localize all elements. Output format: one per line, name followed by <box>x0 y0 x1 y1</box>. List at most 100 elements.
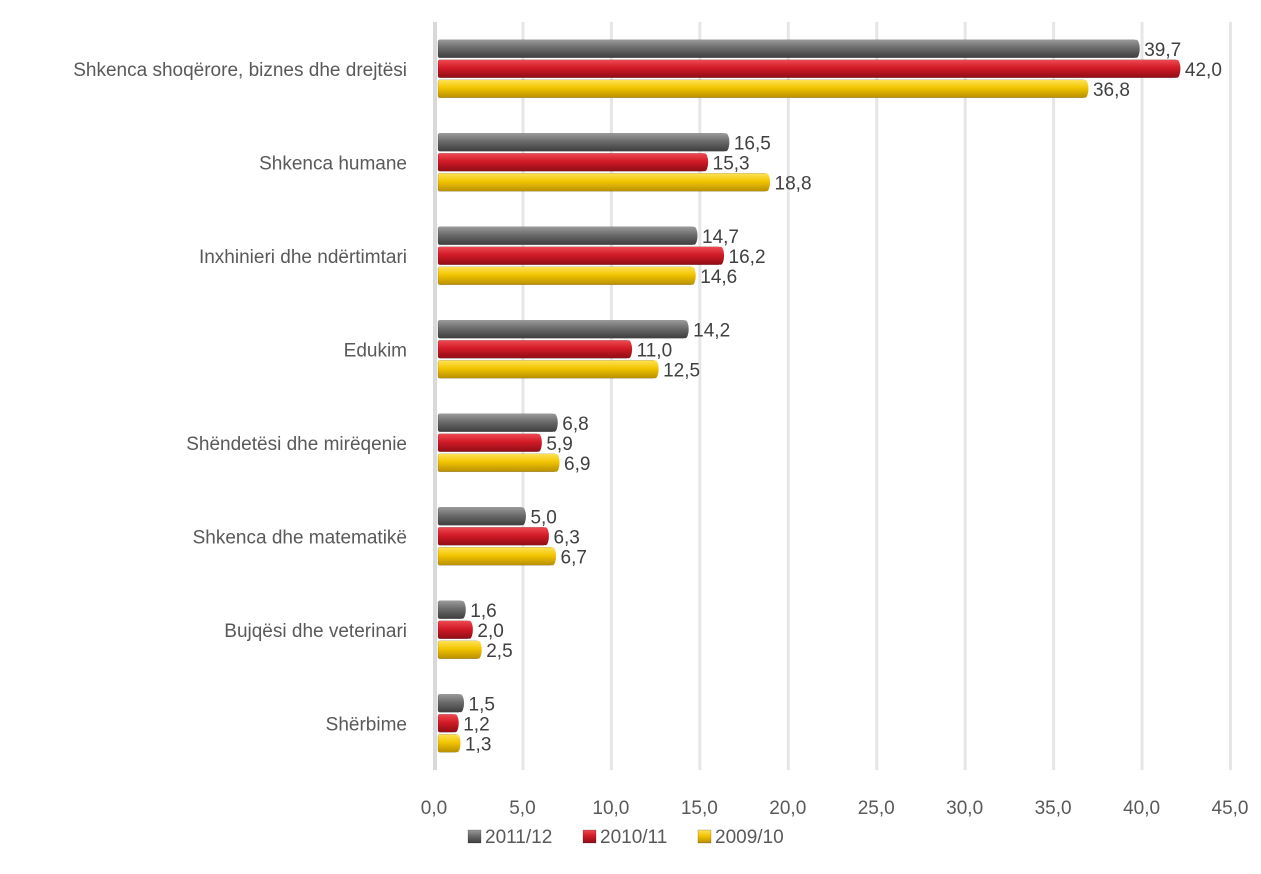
gridline <box>963 22 967 770</box>
data-label: 6,8 <box>562 414 588 435</box>
data-label: 1,5 <box>469 694 495 715</box>
gridline <box>698 22 702 770</box>
bar-2009-10 <box>437 172 767 192</box>
gridline <box>521 22 525 770</box>
bar-2010-11 <box>437 526 546 546</box>
category-label: Shkenca shoqërore, biznes dhe drejtësi <box>73 60 407 81</box>
x-tick-label: 45,0 <box>1212 798 1249 819</box>
bar-end-cap <box>458 600 466 619</box>
x-tick-label: 0,0 <box>421 798 447 819</box>
bar-2010-11 <box>437 246 721 266</box>
data-label: 1,2 <box>463 714 489 735</box>
legend-swatch <box>467 829 482 844</box>
bar-end-cap <box>1173 59 1181 78</box>
data-label: 16,5 <box>734 133 771 154</box>
bar-end-cap <box>722 133 730 152</box>
bar-2009-10 <box>437 359 656 379</box>
category-label: Shkenca humane <box>259 153 407 174</box>
gridline <box>786 22 790 770</box>
bar-end-cap <box>534 433 542 452</box>
bar-2011-12 <box>437 226 695 246</box>
bar-2009-10 <box>437 79 1086 99</box>
x-tick-label: 40,0 <box>1123 798 1160 819</box>
bar-2010-11 <box>437 433 539 453</box>
data-label: 1,3 <box>465 734 491 755</box>
bar-end-cap <box>690 226 698 245</box>
bar-end-cap <box>474 640 482 659</box>
bar-end-cap <box>625 340 633 359</box>
category-label: Shërbime <box>326 714 407 735</box>
legend-swatch <box>697 829 712 844</box>
bar-end-cap <box>541 527 549 546</box>
category-label: Inxhinieri dhe ndërtimtari <box>199 247 407 268</box>
bar-end-cap <box>552 453 560 472</box>
bar-end-cap <box>717 246 725 265</box>
bar-end-cap <box>701 153 709 172</box>
bar-end-cap <box>1081 79 1089 98</box>
data-label: 2,5 <box>486 641 512 662</box>
bar-end-cap <box>453 734 461 753</box>
gridline <box>1229 22 1232 770</box>
data-label: 14,6 <box>700 267 737 288</box>
bar-2011-12 <box>437 600 463 620</box>
gridline <box>1052 22 1056 770</box>
bar-2011-12 <box>437 132 727 152</box>
bar-2010-11 <box>437 339 629 359</box>
bar-end-cap <box>681 320 689 339</box>
bar-end-cap <box>457 694 465 713</box>
data-label: 5,0 <box>530 507 556 528</box>
category-label: Shëndetësi dhe mirëqenie <box>186 434 407 455</box>
category-label: Shkenca dhe matematikë <box>193 527 407 548</box>
data-label: 36,8 <box>1093 80 1130 101</box>
category-label: Edukim <box>344 340 407 361</box>
bar-2010-11 <box>437 152 705 172</box>
category-label: Bujqësi dhe veterinari <box>224 621 407 642</box>
x-tick-label: 20,0 <box>769 798 806 819</box>
bar-end-cap <box>1132 39 1140 58</box>
x-tick-label: 25,0 <box>858 798 895 819</box>
bar-2009-10 <box>437 640 479 660</box>
gridline <box>875 22 879 770</box>
bar-end-cap <box>549 547 557 566</box>
bar-2010-11 <box>437 620 470 640</box>
bar-2010-11 <box>437 59 1178 79</box>
data-label: 15,3 <box>713 153 750 174</box>
data-label: 6,3 <box>553 527 579 548</box>
bar-end-cap <box>465 620 473 639</box>
bar-end-cap <box>550 413 558 432</box>
axis-line <box>433 22 437 770</box>
bar-end-cap <box>451 714 459 733</box>
x-tick-label: 5,0 <box>509 798 535 819</box>
data-label: 16,2 <box>729 247 766 268</box>
legend-label: 2009/10 <box>715 827 784 848</box>
bar-end-cap <box>688 266 696 285</box>
x-tick-label: 15,0 <box>681 798 718 819</box>
legend-swatch <box>582 829 597 844</box>
data-label: 1,6 <box>470 601 496 622</box>
bar-2009-10 <box>437 453 557 473</box>
bar-2011-12 <box>437 39 1137 59</box>
bar-2009-10 <box>437 546 553 566</box>
gridline <box>1140 22 1144 770</box>
data-label: 42,0 <box>1185 60 1222 81</box>
data-label: 14,2 <box>693 320 730 341</box>
data-label: 12,5 <box>663 360 700 381</box>
data-label: 39,7 <box>1144 40 1181 61</box>
legend-label: 2011/12 <box>485 827 552 848</box>
data-label: 14,7 <box>702 227 739 248</box>
x-tick-label: 35,0 <box>1035 798 1072 819</box>
bar-end-cap <box>518 507 526 526</box>
x-tick-label: 30,0 <box>946 798 983 819</box>
data-label: 5,9 <box>546 434 572 455</box>
legend-label: 2010/11 <box>600 827 667 848</box>
bar-2011-12 <box>437 413 555 433</box>
x-tick-label: 10,0 <box>592 798 629 819</box>
data-label: 2,0 <box>477 621 503 642</box>
bar-2011-12 <box>437 319 686 339</box>
bar-end-cap <box>763 173 771 192</box>
data-label: 6,9 <box>564 454 590 475</box>
data-label: 11,0 <box>637 340 673 361</box>
bar-end-cap <box>651 360 659 379</box>
